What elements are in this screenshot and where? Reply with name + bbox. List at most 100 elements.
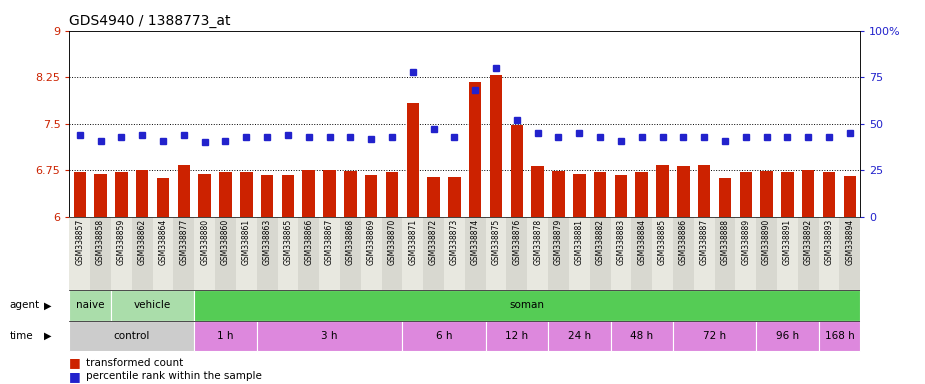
Text: GSM338877: GSM338877 <box>179 219 189 265</box>
Bar <box>573 174 586 217</box>
Bar <box>344 171 356 217</box>
Text: 3 h: 3 h <box>321 331 338 341</box>
Bar <box>153 217 174 290</box>
Bar <box>469 82 481 217</box>
Bar <box>319 217 340 290</box>
Bar <box>652 217 673 290</box>
Text: GSM338873: GSM338873 <box>450 219 459 265</box>
Text: soman: soman <box>510 300 545 310</box>
Bar <box>278 217 298 290</box>
Bar <box>465 217 486 290</box>
Bar <box>614 175 627 217</box>
Bar <box>361 217 382 290</box>
Bar <box>364 175 377 217</box>
Bar <box>823 172 835 217</box>
Bar <box>174 217 194 290</box>
Text: GSM338883: GSM338883 <box>616 219 625 265</box>
Text: GSM338863: GSM338863 <box>263 219 272 265</box>
Bar <box>610 217 631 290</box>
Bar <box>444 217 465 290</box>
Text: GSM338885: GSM338885 <box>658 219 667 265</box>
Text: GSM338858: GSM338858 <box>96 219 105 265</box>
Bar <box>548 217 569 290</box>
Bar <box>844 176 857 217</box>
Bar <box>719 179 731 217</box>
Text: GSM338888: GSM338888 <box>721 219 730 265</box>
Text: GSM338871: GSM338871 <box>408 219 417 265</box>
Text: GSM338859: GSM338859 <box>117 219 126 265</box>
Bar <box>819 321 860 351</box>
Bar <box>69 217 91 290</box>
Text: GSM338889: GSM338889 <box>741 219 750 265</box>
Bar <box>236 217 257 290</box>
Text: 48 h: 48 h <box>630 331 653 341</box>
Bar <box>386 172 398 217</box>
Text: GSM338876: GSM338876 <box>512 219 522 265</box>
Text: 24 h: 24 h <box>568 331 591 341</box>
Bar <box>594 172 607 217</box>
Text: GDS4940 / 1388773_at: GDS4940 / 1388773_at <box>69 14 231 28</box>
Bar <box>548 321 611 351</box>
Bar <box>111 217 132 290</box>
Bar <box>781 172 794 217</box>
Text: GSM338878: GSM338878 <box>533 219 542 265</box>
Bar <box>673 217 694 290</box>
Bar <box>132 217 153 290</box>
Text: 72 h: 72 h <box>703 331 726 341</box>
Bar <box>115 172 128 217</box>
Text: 168 h: 168 h <box>824 331 855 341</box>
Bar <box>486 321 548 351</box>
Bar <box>427 177 439 217</box>
Text: GSM338864: GSM338864 <box>158 219 167 265</box>
Bar <box>552 171 564 217</box>
Bar <box>760 171 773 217</box>
Text: GSM338887: GSM338887 <box>699 219 709 265</box>
Text: control: control <box>114 331 150 341</box>
Text: GSM338879: GSM338879 <box>554 219 563 265</box>
Text: GSM338872: GSM338872 <box>429 219 438 265</box>
Bar <box>402 321 486 351</box>
Text: GSM338874: GSM338874 <box>471 219 480 265</box>
Bar <box>656 166 669 217</box>
Bar <box>631 217 652 290</box>
Bar <box>507 217 527 290</box>
Text: GSM338891: GSM338891 <box>783 219 792 265</box>
Bar <box>697 165 710 217</box>
Bar <box>489 75 502 217</box>
Bar <box>511 125 524 217</box>
Bar <box>486 217 507 290</box>
Bar <box>694 217 714 290</box>
Text: agent: agent <box>9 300 40 310</box>
Text: GSM338862: GSM338862 <box>138 219 147 265</box>
Bar <box>302 170 315 217</box>
Text: transformed count: transformed count <box>86 358 183 368</box>
Bar <box>94 174 106 217</box>
Bar <box>819 217 840 290</box>
Text: GSM338866: GSM338866 <box>304 219 314 265</box>
Text: GSM338894: GSM338894 <box>845 219 855 265</box>
Bar <box>219 172 231 217</box>
Text: GSM338890: GSM338890 <box>762 219 771 265</box>
Text: GSM338893: GSM338893 <box>824 219 833 265</box>
Bar <box>215 217 236 290</box>
Text: GSM338869: GSM338869 <box>366 219 376 265</box>
Bar <box>735 217 757 290</box>
Bar <box>406 103 419 217</box>
Bar <box>840 217 860 290</box>
Bar <box>156 179 169 217</box>
Text: 1 h: 1 h <box>217 331 234 341</box>
Text: GSM338892: GSM338892 <box>804 219 813 265</box>
Bar <box>424 217 444 290</box>
Bar <box>802 170 814 217</box>
Text: 96 h: 96 h <box>776 331 799 341</box>
Bar <box>194 321 257 351</box>
Bar <box>74 172 86 217</box>
Bar <box>340 217 361 290</box>
Bar <box>194 290 860 321</box>
Text: GSM338865: GSM338865 <box>283 219 292 265</box>
Bar <box>777 217 797 290</box>
Bar <box>261 175 274 217</box>
Bar <box>569 217 590 290</box>
Text: GSM338882: GSM338882 <box>596 219 605 265</box>
Bar <box>382 217 402 290</box>
